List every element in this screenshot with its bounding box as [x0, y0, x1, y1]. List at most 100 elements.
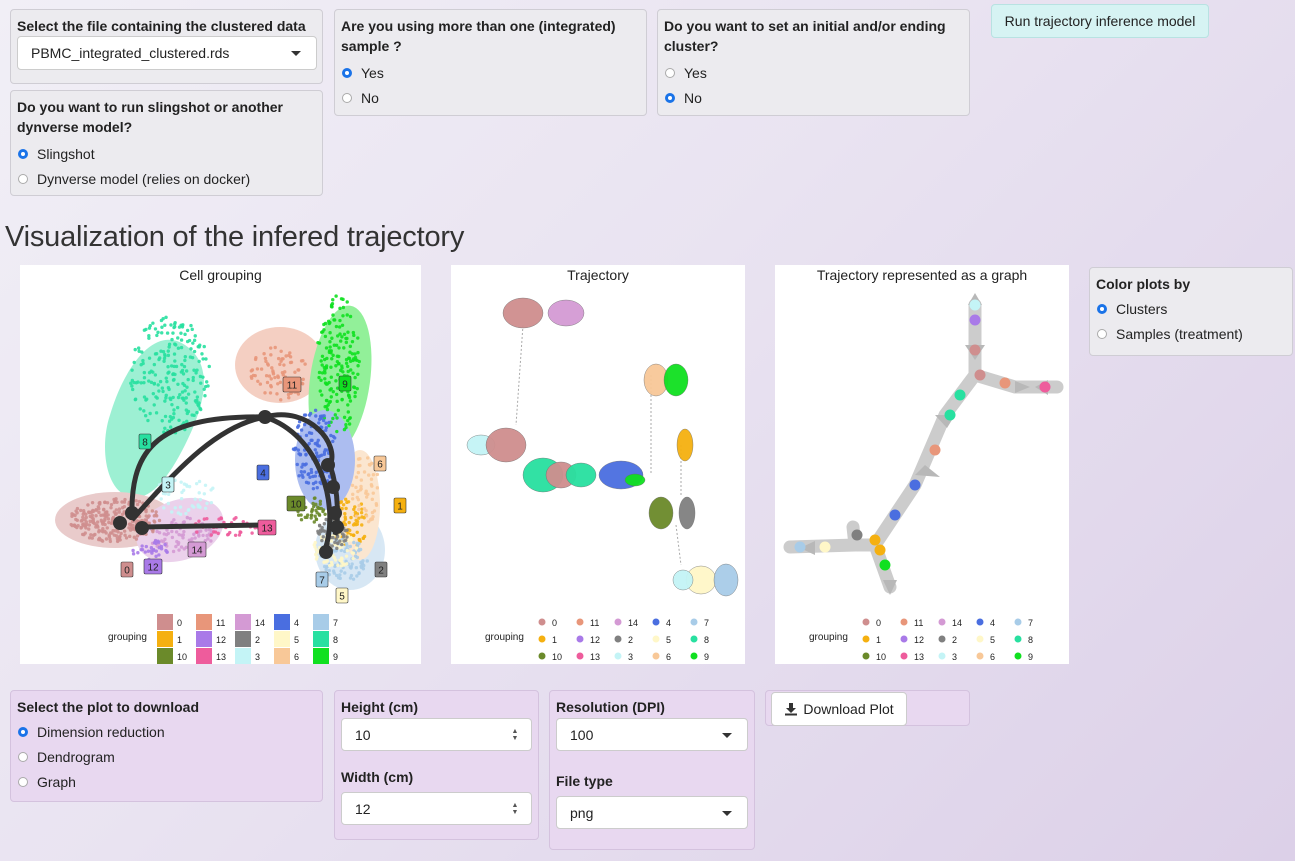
file-select[interactable]: PBMC_integrated_clustered.rds [17, 36, 317, 70]
radio-empty-icon[interactable] [1097, 328, 1107, 339]
svg-text:9: 9 [1028, 652, 1033, 662]
radio-empty-icon[interactable] [342, 92, 352, 103]
trajectory-canvas [466, 297, 739, 597]
stepper-icon[interactable]: ▲ ▼ [511, 801, 519, 816]
size-panel: Height (cm) 10 ▲ ▼ Width (cm) 12 ▲ ▼ [334, 690, 539, 840]
svg-text:2: 2 [952, 635, 957, 645]
width-input[interactable]: 12 ▲ ▼ [341, 792, 532, 825]
radio-empty-icon[interactable] [18, 173, 28, 184]
svg-text:9: 9 [342, 380, 348, 391]
radio-selected-icon[interactable] [665, 92, 675, 103]
file-select-value: PBMC_integrated_clustered.rds [31, 45, 230, 61]
endpoint-yes-radio[interactable]: Yes [664, 60, 963, 85]
svg-text:13: 13 [261, 524, 273, 535]
download-graph-radio[interactable]: Graph [17, 769, 316, 794]
resolution-label: Resolution (DPI) [556, 699, 665, 715]
stepper-icon[interactable]: ▲ ▼ [511, 727, 519, 742]
svg-text:7: 7 [333, 618, 338, 628]
svg-text:0: 0 [876, 618, 881, 628]
chevron-down-icon [722, 810, 732, 816]
cell-grouping-title: Cell grouping [179, 267, 262, 283]
integrated-sample-panel: Are you using more than one (integrated)… [334, 9, 647, 116]
download-icon [785, 703, 798, 716]
svg-text:1: 1 [397, 502, 403, 513]
legend-title: grouping [108, 632, 147, 643]
svg-text:3: 3 [952, 652, 957, 662]
color-by-label: Color plots by [1096, 276, 1191, 292]
svg-text:5: 5 [666, 635, 671, 645]
download-dendrogram-radio[interactable]: Dendrogram [17, 744, 316, 769]
svg-text:12: 12 [914, 635, 924, 645]
svg-text:14: 14 [628, 618, 638, 628]
download-plot-label: Select the plot to download [17, 699, 199, 715]
svg-text:3: 3 [165, 481, 171, 492]
radio-selected-icon[interactable] [1097, 303, 1107, 314]
filetype-label: File type [556, 773, 613, 789]
integrated-no-radio[interactable]: No [341, 85, 640, 110]
svg-text:6: 6 [377, 460, 383, 471]
color-by-samples-radio[interactable]: Samples (treatment) [1096, 321, 1286, 346]
radio-empty-icon[interactable] [18, 751, 28, 762]
filetype-select[interactable]: png [556, 796, 748, 829]
svg-text:2: 2 [378, 566, 384, 577]
download-plot-select-panel: Select the plot to download Dimension re… [10, 690, 323, 802]
run-trajectory-button[interactable]: Run trajectory inference model [991, 4, 1209, 38]
height-input[interactable]: 10 ▲ ▼ [341, 718, 532, 751]
legend-title: grouping [485, 632, 524, 643]
integrated-sample-label: Are you using more than one (integrated)… [341, 18, 616, 54]
resolution-select[interactable]: 100 [556, 718, 748, 751]
svg-text:11: 11 [590, 618, 599, 628]
svg-text:4: 4 [294, 618, 299, 628]
svg-text:10: 10 [290, 500, 302, 511]
svg-text:0: 0 [124, 566, 130, 577]
svg-text:7: 7 [704, 618, 709, 628]
endpoint-no-radio[interactable]: No [664, 85, 963, 110]
svg-text:14: 14 [191, 546, 203, 557]
svg-text:4: 4 [260, 469, 266, 480]
resolution-panel: Resolution (DPI) 100 File type png [549, 690, 755, 850]
svg-text:1: 1 [876, 635, 881, 645]
svg-text:5: 5 [294, 635, 299, 645]
radio-empty-icon[interactable] [665, 67, 675, 78]
endpoint-cluster-panel: Do you want to set an initial and/or end… [657, 9, 970, 116]
svg-text:7: 7 [319, 576, 325, 587]
endpoint-cluster-label: Do you want to set an initial and/or end… [664, 18, 946, 54]
svg-text:8: 8 [1028, 635, 1033, 645]
radio-selected-icon[interactable] [342, 67, 352, 78]
radio-selected-icon[interactable] [18, 726, 28, 737]
svg-text:6: 6 [294, 652, 299, 662]
svg-text:3: 3 [628, 652, 633, 662]
legend-title: grouping [809, 632, 848, 643]
model-slingshot-radio[interactable]: Slingshot [17, 141, 316, 166]
download-dimred-radio[interactable]: Dimension reduction [17, 719, 316, 744]
svg-text:10: 10 [552, 652, 562, 662]
svg-text:8: 8 [704, 635, 709, 645]
graph-canvas [783, 293, 1064, 595]
radio-selected-icon[interactable] [18, 148, 28, 159]
trajectory-title: Trajectory [567, 267, 629, 283]
svg-text:4: 4 [990, 618, 995, 628]
svg-text:13: 13 [216, 652, 226, 662]
graph-legend: grouping 0 11 14 4 7 1 12 2 5 8 10 13 3 6 9 [809, 618, 1033, 662]
trajectory-plot: Trajectory grouping 0 11 14 4 7 1 12 2 5 8 10 13 3 6 9 [451, 265, 745, 664]
svg-text:11: 11 [287, 381, 298, 392]
file-select-label: Select the file containing the clustered… [17, 18, 306, 34]
svg-text:9: 9 [704, 652, 709, 662]
model-choice-label: Do you want to run slingshot or another … [17, 99, 283, 135]
color-by-clusters-radio[interactable]: Clusters [1096, 296, 1286, 321]
svg-text:13: 13 [590, 652, 600, 662]
svg-text:0: 0 [552, 618, 557, 628]
svg-text:11: 11 [914, 618, 923, 628]
radio-empty-icon[interactable] [18, 776, 28, 787]
svg-text:11: 11 [216, 618, 225, 628]
svg-text:7: 7 [1028, 618, 1033, 628]
section-title: Visualization of the infered trajectory [5, 221, 465, 253]
svg-text:8: 8 [333, 635, 338, 645]
svg-text:10: 10 [876, 652, 886, 662]
model-dynverse-radio[interactable]: Dynverse model (relies on docker) [17, 166, 316, 191]
download-plot-button[interactable]: Download Plot [771, 692, 907, 726]
file-select-panel: Select the file containing the clustered… [10, 9, 323, 84]
svg-text:4: 4 [666, 618, 671, 628]
integrated-yes-radio[interactable]: Yes [341, 60, 640, 85]
